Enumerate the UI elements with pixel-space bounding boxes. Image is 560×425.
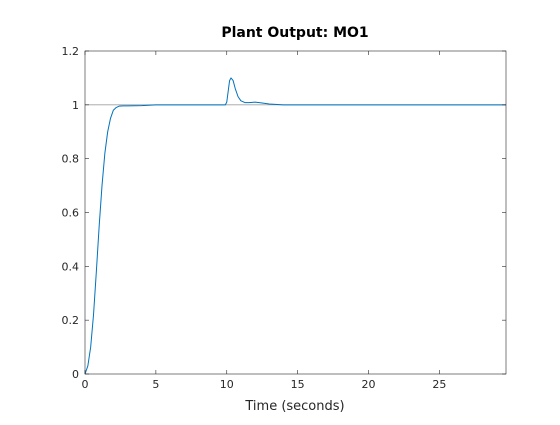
y-tick-label: 1.2 xyxy=(62,45,80,58)
y-tick-label: 0 xyxy=(72,368,79,381)
y-tick-label: 0.4 xyxy=(62,260,80,273)
x-tick-label: 10 xyxy=(220,378,234,391)
y-tick-label: 0.2 xyxy=(62,314,80,327)
chart-title: Plant Output: MO1 xyxy=(221,25,368,41)
series-layer xyxy=(84,77,506,375)
x-tick-label: 25 xyxy=(432,378,446,391)
y-tick-label: 0.6 xyxy=(62,207,80,220)
y-tick-label: 0.8 xyxy=(62,153,80,166)
y-tick-label: 1 xyxy=(72,99,79,112)
output-series-line xyxy=(84,77,506,375)
x-tick-label: 0 xyxy=(82,378,89,391)
x-axis-label: Time (seconds) xyxy=(244,399,344,414)
x-tick-label: 20 xyxy=(362,378,376,391)
plot-area xyxy=(85,51,506,374)
x-tick-label: 15 xyxy=(291,378,305,391)
ticks-layer: 0 5 10 15 20 25 0 0.2 0.4 0.6 0.8 1 1.2 xyxy=(62,45,506,391)
x-tick-label: 5 xyxy=(152,378,159,391)
